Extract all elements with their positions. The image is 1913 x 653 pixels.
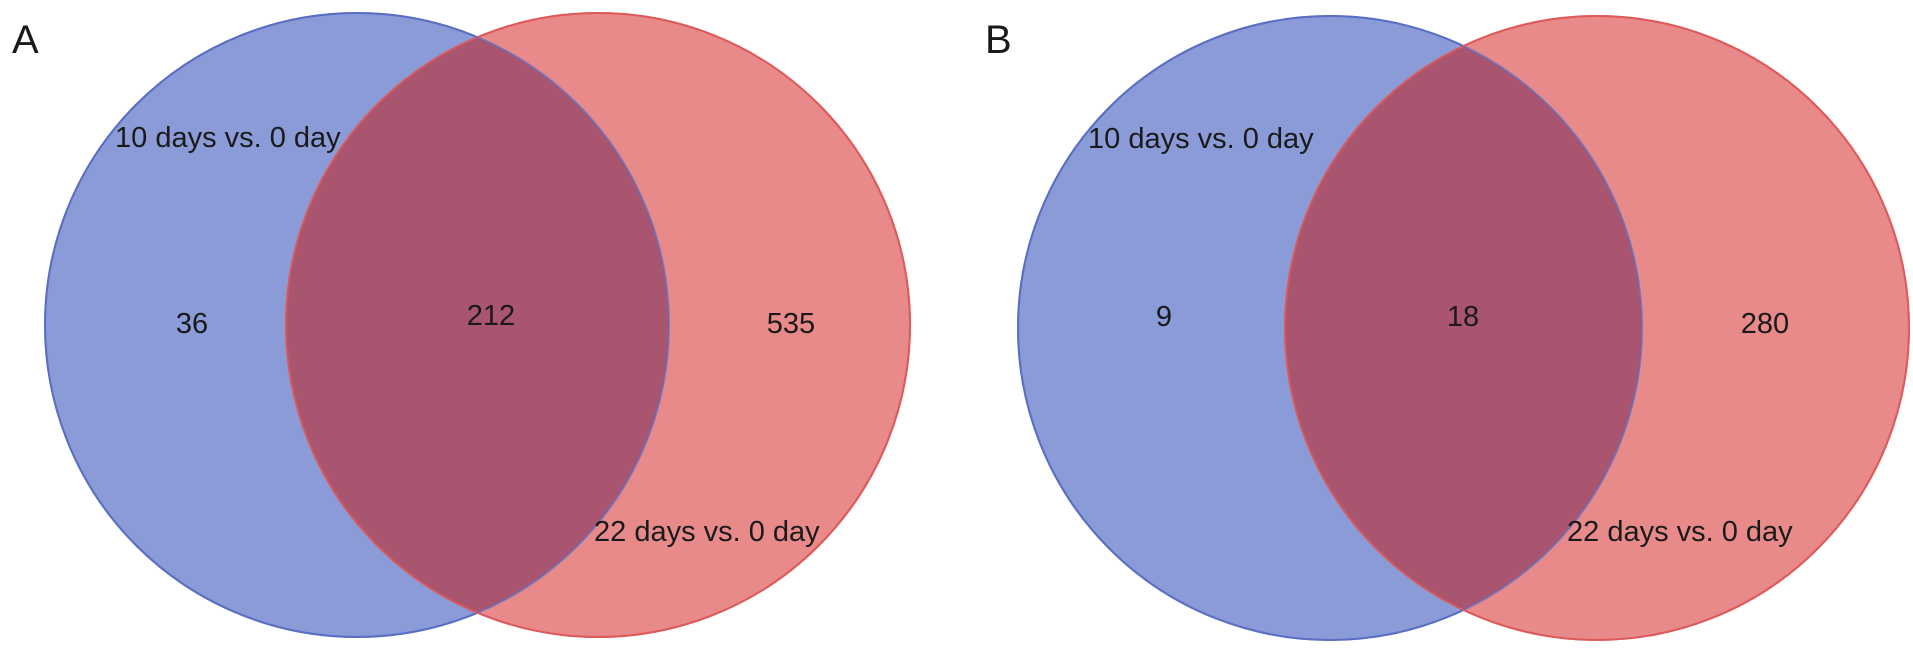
venn-panel-b: B 10 days vs. 0 day 22 days vs. 0 day 9 … (985, 15, 1910, 641)
set-label-22-days: 22 days vs. 0 day (1567, 516, 1793, 548)
count-only-10-days: 36 (176, 308, 208, 340)
set-label-10-days: 10 days vs. 0 day (1088, 123, 1314, 155)
set-circle-10-days-outline (1017, 15, 1643, 641)
count-intersection: 18 (1447, 301, 1479, 333)
panel-label: B (985, 18, 1012, 62)
panel-label: A (12, 18, 39, 62)
count-only-22-days: 280 (1741, 308, 1789, 340)
set-label-22-days: 22 days vs. 0 day (594, 516, 820, 548)
count-only-22-days: 535 (767, 308, 815, 340)
set-circle-22-days-outline (285, 12, 911, 638)
set-circle-10-days-outline (44, 12, 670, 638)
count-intersection: 212 (467, 300, 515, 332)
intersection-region (286, 13, 669, 637)
venn-panel-a: A 10 days vs. 0 day 22 days vs. 0 day 36… (12, 12, 911, 638)
count-only-10-days: 9 (1156, 301, 1172, 333)
set-label-10-days: 10 days vs. 0 day (115, 122, 341, 154)
set-circle-22-days-outline (1284, 15, 1910, 641)
intersection-region (1285, 16, 1642, 640)
